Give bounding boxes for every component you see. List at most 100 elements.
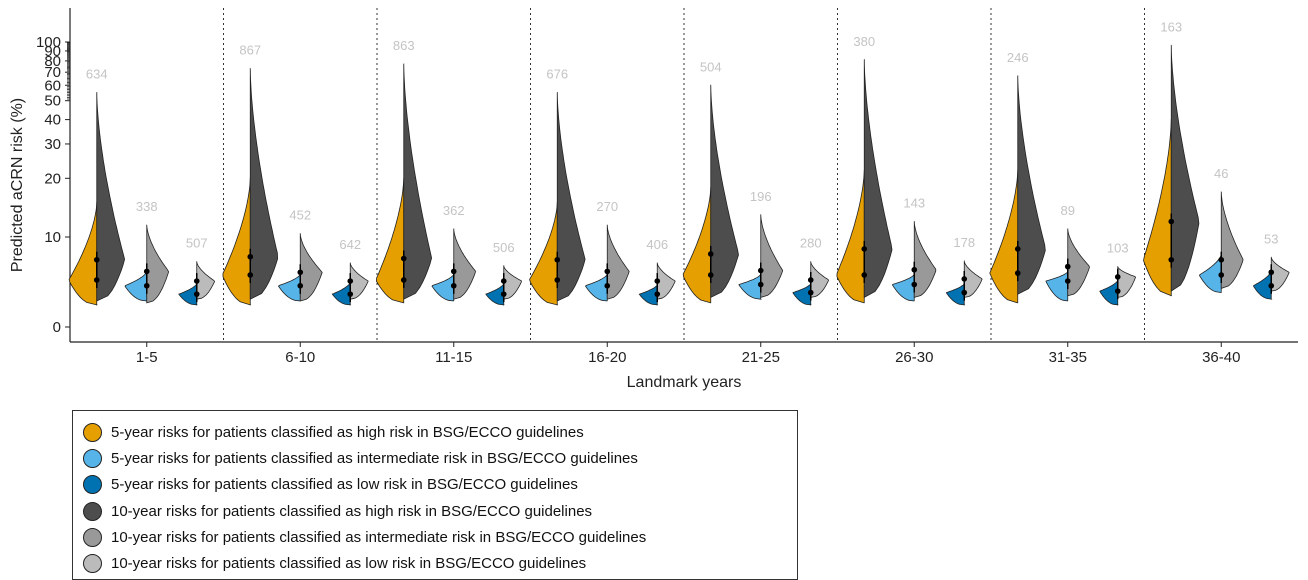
legend-item: 5-year risks for patients classified as … <box>83 472 797 498</box>
median-point-5yr <box>911 281 918 288</box>
violin-5yr <box>682 186 712 304</box>
median-point-5yr <box>93 277 100 283</box>
x-tick-label: 11-15 <box>435 349 472 366</box>
violin-5yr <box>485 282 505 306</box>
violin-5yr <box>1099 279 1119 306</box>
x-tick-label: 31-35 <box>1049 349 1087 366</box>
median-point-10yr <box>347 278 354 284</box>
y-tick-label: 90 <box>44 43 61 60</box>
violin-5yr <box>1253 269 1273 300</box>
violin-10yr <box>606 224 630 300</box>
count-label: 863 <box>393 38 415 53</box>
violin-10yr <box>1170 44 1200 292</box>
legend-swatch <box>83 554 102 574</box>
legend-swatch <box>83 448 102 468</box>
violin-10yr <box>146 224 170 304</box>
violin-10yr <box>760 214 784 298</box>
violin-5yr <box>68 201 98 306</box>
y-tick-label: 30 <box>44 136 61 153</box>
legend-swatch <box>83 501 102 521</box>
violin-10yr <box>453 228 476 300</box>
y-tick-label: 50 <box>44 93 61 110</box>
legend-label: 10-year risks for patients classified as… <box>111 555 587 573</box>
legend: 5-year risks for patients classified as … <box>72 410 798 580</box>
violin-10yr <box>963 260 983 298</box>
violin-10yr <box>249 67 279 300</box>
violin-10yr <box>710 84 739 298</box>
y-tick-label: 60 <box>44 77 61 94</box>
y-tick-label: 70 <box>44 64 61 81</box>
median-point-5yr <box>400 277 407 283</box>
violin-5yr <box>124 270 148 302</box>
count-label: 452 <box>289 208 311 223</box>
count-label: 506 <box>493 240 515 255</box>
count-label: 53 <box>1264 231 1278 246</box>
count-label: 642 <box>339 237 361 252</box>
legend-item: 10-year risks for patients classified as… <box>83 498 797 524</box>
median-point-10yr <box>297 269 304 276</box>
violin-10yr <box>96 91 126 302</box>
median-point-10yr <box>247 253 254 260</box>
median-point-5yr <box>961 289 968 296</box>
median-point-10yr <box>1168 218 1175 225</box>
legend-item: 5-year risks for patients classified as … <box>83 445 797 471</box>
count-label: 163 <box>1160 19 1182 34</box>
count-label: 676 <box>546 67 568 82</box>
count-label: 178 <box>953 235 975 250</box>
median-point-5yr <box>1268 282 1275 289</box>
median-point-5yr <box>1218 272 1225 278</box>
median-point-10yr <box>143 268 150 275</box>
y-axis-title: Predicted aCRN risk (%) <box>9 98 26 272</box>
count-label: 362 <box>443 203 465 218</box>
median-point-10yr <box>450 268 457 275</box>
violin-10yr <box>349 262 369 300</box>
x-tick-label: 1-5 <box>136 349 158 366</box>
count-label: 634 <box>86 67 108 82</box>
legend-swatch <box>83 422 102 442</box>
median-point-10yr <box>707 251 714 257</box>
x-tick-label: 21-25 <box>742 349 780 366</box>
violin-5yr <box>331 281 352 306</box>
violin-5yr <box>638 283 659 306</box>
median-point-5yr <box>554 277 561 283</box>
violin-5yr <box>1143 119 1173 297</box>
legend-item: 10-year risks for patients classified as… <box>83 524 797 550</box>
violin-10yr <box>503 264 522 300</box>
x-tick-label: 26-30 <box>895 349 933 366</box>
count-label: 380 <box>853 34 875 49</box>
violin-5yr <box>989 169 1019 304</box>
median-point-10yr <box>1218 256 1225 263</box>
violin-5yr <box>277 273 301 302</box>
y-tick-label: 10 <box>44 229 61 246</box>
y-tick-label: 0 <box>53 319 61 336</box>
median-point-5yr <box>450 282 457 289</box>
legend-swatch <box>83 475 102 495</box>
x-axis-title: Landmark years <box>627 374 742 391</box>
violin-5yr <box>891 273 915 302</box>
violin-10yr <box>810 261 829 298</box>
legend-swatch <box>83 527 102 547</box>
legend-label: 10-year risks for patients classified as… <box>111 528 647 546</box>
count-label: 143 <box>903 196 925 211</box>
violin-10yr <box>299 233 323 302</box>
median-point-10yr <box>193 278 200 284</box>
violin-10yr <box>403 63 433 300</box>
violin-10yr <box>196 261 216 300</box>
legend-item: 5-year risks for patients classified as … <box>83 419 797 445</box>
median-point-5yr <box>707 272 714 278</box>
median-point-10yr <box>1268 269 1275 276</box>
median-point-5yr <box>1168 256 1175 263</box>
median-point-10yr <box>1114 274 1121 280</box>
violin-5yr <box>178 282 198 306</box>
violin-10yr <box>1067 228 1090 297</box>
count-label: 103 <box>1107 241 1129 256</box>
count-label: 867 <box>239 43 261 58</box>
y-tick-label: 80 <box>44 53 61 70</box>
median-point-5yr <box>500 291 507 297</box>
median-point-5yr <box>807 289 814 296</box>
median-point-5yr <box>1114 288 1121 294</box>
median-point-5yr <box>297 282 304 289</box>
count-label: 246 <box>1007 50 1029 65</box>
median-point-5yr <box>193 291 200 297</box>
